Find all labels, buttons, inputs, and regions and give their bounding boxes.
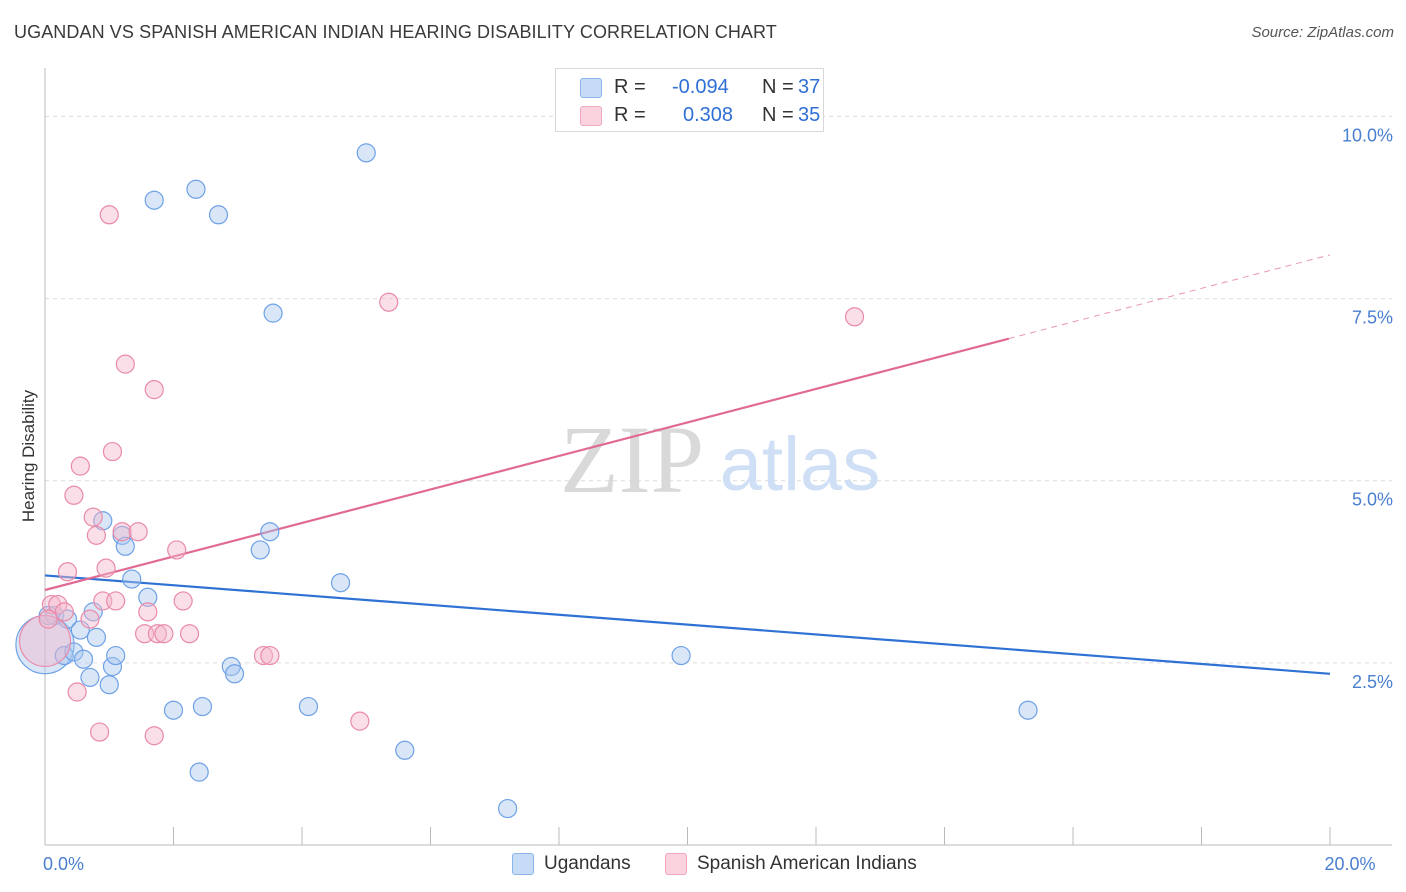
bottom-legend-swatch-ugandans [512,853,534,875]
correlation-legend: R = -0.094 N = 37 R = 0.308 N = 35 [555,68,824,132]
point-ugandans [138,587,158,607]
point-spanish-american-indians [99,205,119,225]
point-spanish-american-indians [90,722,110,742]
legend-n-label: N = [762,104,794,126]
point-spanish-american-indians [253,645,274,666]
point-spanish-american-indians [106,591,126,611]
y-tick-label: 10.0% [1342,125,1393,145]
x-tick-label: 20.0% [1324,854,1375,874]
point-spanish-american-indians [260,645,280,666]
point-ugandans [73,649,94,669]
trend-line-extension-spanish-american-indians [1008,254,1331,340]
point-spanish-american-indians [18,614,72,668]
point-ugandans [356,143,376,163]
y-tick-label: 2.5% [1352,672,1393,692]
trend-line-ugandans [44,574,1331,675]
legend-r-value: -0.094 [672,76,729,98]
data-points [15,143,1038,819]
point-spanish-american-indians [350,711,370,731]
point-spanish-american-indians [96,558,116,578]
point-ugandans [106,645,126,666]
point-spanish-american-indians [64,485,84,505]
point-ugandans [99,675,119,695]
point-spanish-american-indians [67,682,87,702]
point-spanish-american-indians [379,292,399,312]
grid-lines [45,115,1392,664]
y-tick-label: 5.0% [1352,490,1393,510]
point-ugandans [395,740,415,760]
legend-r-label: R = [614,76,646,98]
point-spanish-american-indians [57,562,78,582]
trend-lines [44,254,1331,675]
legend-n-value: 35 [798,104,821,126]
point-ugandans [86,627,107,647]
legend-r-label: R = [614,104,646,126]
point-spanish-american-indians [86,525,107,545]
y-axis-label: Hearing Disability [19,389,38,522]
point-ugandans [80,667,100,688]
point-spanish-american-indians [115,354,135,374]
point-spanish-american-indians [154,624,174,644]
point-spanish-american-indians [144,726,164,746]
point-spanish-american-indians [179,624,200,644]
point-spanish-american-indians [167,540,187,560]
point-ugandans [224,664,245,684]
point-spanish-american-indians [128,522,148,542]
point-spanish-american-indians [844,307,865,327]
point-ugandans [186,179,206,199]
point-spanish-american-indians [38,609,58,629]
point-ugandans [189,762,209,782]
point-ugandans [144,190,164,210]
watermark-zip: ZIP [560,406,704,513]
legend-r-value: 0.308 [683,104,734,126]
bottom-legend-label: Spanish American Indians [697,853,917,874]
point-spanish-american-indians [70,456,90,476]
point-ugandans [260,522,280,542]
point-ugandans [122,569,142,589]
axes [44,68,1392,846]
trend-line-spanish-american-indians [44,337,1010,592]
point-spanish-american-indians [147,624,168,644]
point-ugandans [208,205,229,225]
x-tick-label: 0.0% [43,854,84,874]
point-spanish-american-indians [173,591,193,611]
point-spanish-american-indians [144,380,164,400]
point-ugandans [102,656,123,677]
bottom-legend-label: Ugandans [544,853,631,874]
point-spanish-american-indians [138,602,158,622]
point-ugandans [330,573,351,593]
point-spanish-american-indians [54,602,74,622]
legend-swatch-ugandans [580,78,602,98]
point-ugandans [163,700,184,720]
point-spanish-american-indians [102,441,123,462]
point-ugandans [115,536,135,556]
y-tick-label: 7.5% [1352,308,1393,328]
point-spanish-american-indians [112,522,132,542]
watermark-atlas: atlas [720,422,881,507]
point-ugandans [498,798,518,819]
point-ugandans [298,696,319,717]
point-ugandans [250,540,270,560]
bottom-legend-swatch-spanish-american-indians [665,853,687,875]
legend-n-value: 37 [798,76,821,98]
point-spanish-american-indians [83,507,103,527]
point-ugandans [671,645,691,666]
point-ugandans [192,696,213,717]
source-label: Source: ZipAtlas.com [1251,24,1394,41]
chart-title: UGANDAN VS SPANISH AMERICAN INDIAN HEARI… [14,22,777,42]
point-spanish-american-indians [48,594,68,615]
point-ugandans [263,303,283,323]
legend-n-label: N = [762,76,794,98]
point-ugandans [1018,700,1038,720]
point-spanish-american-indians [80,609,100,629]
legend-swatch-spanish-american-indians [580,106,602,126]
point-ugandans [70,620,90,640]
tick-labels: 2.5% 5.0% 7.5% 10.0% 0.0% 20.0% [43,125,1393,874]
